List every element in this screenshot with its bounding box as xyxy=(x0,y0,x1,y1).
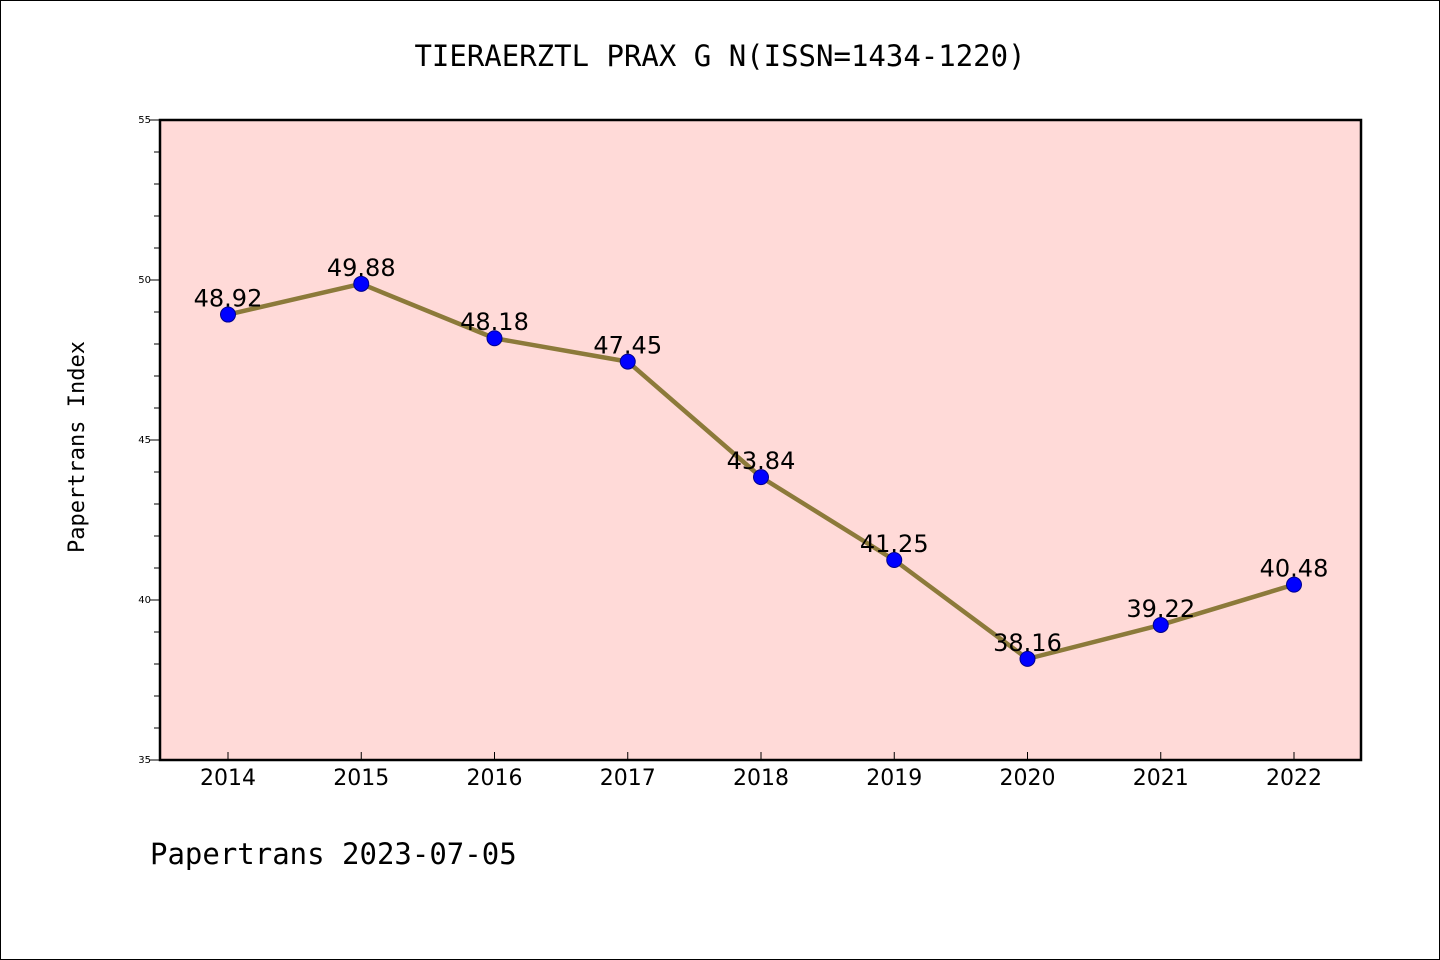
data-label: 40.48 xyxy=(1260,555,1329,583)
y-axis-label: Papertrans Index xyxy=(65,341,90,553)
data-label: 48.18 xyxy=(460,308,529,336)
plot-area xyxy=(160,120,1361,760)
x-tick-label: 2020 xyxy=(1000,766,1056,791)
data-point xyxy=(353,275,370,292)
data-label: 48.92 xyxy=(194,285,263,313)
x-tick-label: 2019 xyxy=(866,766,922,791)
data-point xyxy=(1286,576,1302,593)
y-axis: 35 40 45 50 55 xyxy=(138,115,160,766)
data-label: 41.25 xyxy=(860,530,929,558)
x-axis: 2014 2015 2016 2017 2018 2019 2020 2021 2022 xyxy=(200,752,1322,791)
data-label: 49.88 xyxy=(327,254,396,282)
data-point xyxy=(753,469,769,486)
plot-border xyxy=(158,118,1363,762)
x-tick-label: 2017 xyxy=(600,766,656,791)
data-point xyxy=(220,306,236,323)
data-label: 47.45 xyxy=(593,332,662,360)
data-point xyxy=(886,552,903,568)
y-tick-label: 55 xyxy=(138,115,151,126)
x-tick-label: 2015 xyxy=(333,766,389,791)
data-label: 43.84 xyxy=(727,447,796,475)
x-tick-label: 2018 xyxy=(733,766,789,791)
y-tick-label: 35 xyxy=(138,755,151,766)
data-point xyxy=(1019,650,1036,667)
y-tick-label: 50 xyxy=(138,275,151,286)
data-point xyxy=(619,353,636,370)
data-point xyxy=(1152,616,1169,633)
data-label: 39.22 xyxy=(1126,595,1195,623)
series-layer xyxy=(220,275,1302,667)
data-labels: 48.92 49.88 48.18 47.45 43.84 41.25 38.16 39.22… xyxy=(194,254,1329,657)
x-tick-label: 2022 xyxy=(1266,766,1322,791)
footer-text: Papertrans 2023-07-05 xyxy=(150,837,517,871)
y-tick-label: 45 xyxy=(138,435,151,446)
x-tick-label: 2014 xyxy=(200,766,256,791)
x-tick-label: 2016 xyxy=(467,766,523,791)
chart-title: TIERAERZTL PRAX G N(ISSN=1434-1220) xyxy=(414,39,1025,73)
y-tick-label: 40 xyxy=(138,595,151,606)
data-point xyxy=(486,330,503,347)
data-label: 38.16 xyxy=(993,629,1062,657)
x-tick-label: 2021 xyxy=(1133,766,1189,791)
